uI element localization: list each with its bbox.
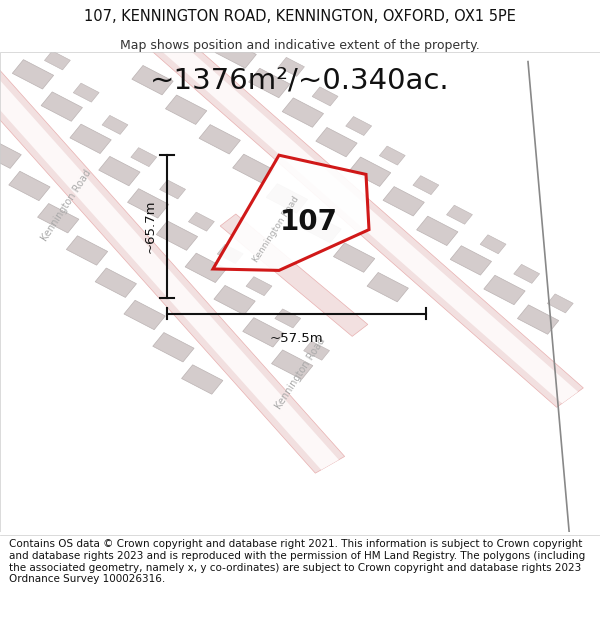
Polygon shape <box>282 98 323 128</box>
Text: Kennington Road: Kennington Road <box>273 336 327 411</box>
Polygon shape <box>153 332 194 362</box>
Polygon shape <box>142 22 578 403</box>
Polygon shape <box>266 184 308 213</box>
Polygon shape <box>245 28 271 47</box>
Polygon shape <box>215 39 256 68</box>
Polygon shape <box>128 189 169 218</box>
Polygon shape <box>275 309 301 328</box>
Polygon shape <box>214 286 255 315</box>
Polygon shape <box>300 213 341 243</box>
Polygon shape <box>367 272 409 302</box>
Polygon shape <box>38 204 79 233</box>
Text: Kennington Road: Kennington Road <box>39 168 93 243</box>
Polygon shape <box>132 66 173 95</box>
Polygon shape <box>185 253 226 282</box>
Text: 107, KENNINGTON ROAD, KENNINGTON, OXFORD, OX1 5PE: 107, KENNINGTON ROAD, KENNINGTON, OXFORD… <box>84 9 516 24</box>
Polygon shape <box>233 154 274 184</box>
Polygon shape <box>517 305 559 334</box>
Polygon shape <box>547 294 573 313</box>
Polygon shape <box>166 95 207 124</box>
Polygon shape <box>346 116 371 136</box>
Polygon shape <box>199 124 241 154</box>
Polygon shape <box>446 205 472 224</box>
Text: ~1376m²/~0.340ac.: ~1376m²/~0.340ac. <box>150 66 450 94</box>
Polygon shape <box>67 236 107 265</box>
Polygon shape <box>70 124 111 154</box>
Text: 107: 107 <box>280 208 338 236</box>
Polygon shape <box>181 9 223 39</box>
Polygon shape <box>0 139 21 168</box>
Polygon shape <box>95 268 136 298</box>
Text: ~65.7m: ~65.7m <box>143 200 157 253</box>
Polygon shape <box>316 127 357 157</box>
Polygon shape <box>44 51 70 70</box>
Polygon shape <box>272 350 313 379</box>
Polygon shape <box>217 244 243 263</box>
Polygon shape <box>379 146 405 165</box>
Polygon shape <box>131 148 157 167</box>
Polygon shape <box>13 59 53 89</box>
Polygon shape <box>243 318 284 347</box>
Text: Map shows position and indicative extent of the property.: Map shows position and indicative extent… <box>120 39 480 52</box>
Polygon shape <box>73 83 99 102</box>
Polygon shape <box>0 57 339 470</box>
Text: Contains OS data © Crown copyright and database right 2021. This information is : Contains OS data © Crown copyright and d… <box>9 539 585 584</box>
Polygon shape <box>182 365 223 394</box>
Polygon shape <box>383 187 424 216</box>
Polygon shape <box>349 157 391 186</box>
Polygon shape <box>102 116 128 134</box>
Polygon shape <box>246 277 272 296</box>
Polygon shape <box>213 155 369 271</box>
Text: ~57.5m: ~57.5m <box>269 332 323 345</box>
Polygon shape <box>160 180 185 199</box>
Polygon shape <box>450 246 491 275</box>
Polygon shape <box>124 300 165 329</box>
Text: Kennington Road: Kennington Road <box>251 195 301 264</box>
Polygon shape <box>480 235 506 254</box>
Polygon shape <box>334 243 375 272</box>
Polygon shape <box>413 176 439 194</box>
Polygon shape <box>514 264 539 283</box>
Polygon shape <box>304 341 329 360</box>
Polygon shape <box>220 214 368 336</box>
Polygon shape <box>137 18 583 408</box>
Polygon shape <box>484 275 525 304</box>
Polygon shape <box>41 92 82 121</box>
Polygon shape <box>416 216 458 246</box>
Polygon shape <box>0 53 344 473</box>
Polygon shape <box>248 68 290 98</box>
Polygon shape <box>9 171 50 201</box>
Polygon shape <box>188 212 214 231</box>
Polygon shape <box>312 87 338 106</box>
Polygon shape <box>99 156 140 186</box>
Polygon shape <box>211 0 237 18</box>
Polygon shape <box>278 58 304 76</box>
Polygon shape <box>157 221 197 250</box>
